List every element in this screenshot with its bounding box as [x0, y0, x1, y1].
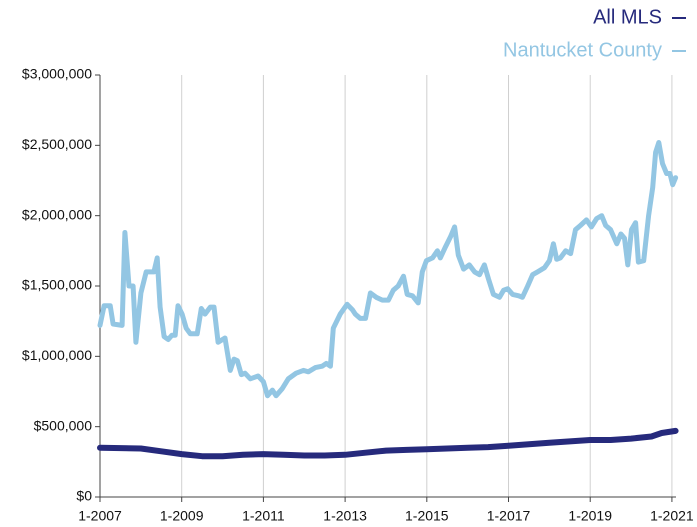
series-line — [97, 427, 679, 460]
y-tick-label: $3,000,000 — [22, 66, 92, 82]
y-tick-label: $2,500,000 — [22, 136, 92, 152]
y-tick-label: $1,500,000 — [22, 277, 92, 293]
legend-label: Nantucket County — [503, 39, 662, 61]
x-tick-label: 1-2013 — [323, 508, 367, 524]
series-line — [97, 140, 679, 399]
y-tick-label: $500,000 — [34, 417, 93, 433]
y-tick-label: $1,000,000 — [22, 347, 92, 363]
x-tick-label: 1-2009 — [160, 508, 204, 524]
x-tick-label: 1-2015 — [405, 508, 449, 524]
x-tick-label: 1-2007 — [78, 508, 122, 524]
x-tick-label: 1-2011 — [242, 508, 285, 524]
x-tick-label: 1-2019 — [568, 508, 612, 524]
x-tick-label: 1-2021 — [650, 508, 694, 524]
y-tick-label: $2,000,000 — [22, 206, 92, 222]
x-tick-label: 1-2017 — [487, 508, 531, 524]
y-tick-label: $0 — [76, 488, 92, 504]
legend-label: All MLS — [593, 6, 662, 28]
